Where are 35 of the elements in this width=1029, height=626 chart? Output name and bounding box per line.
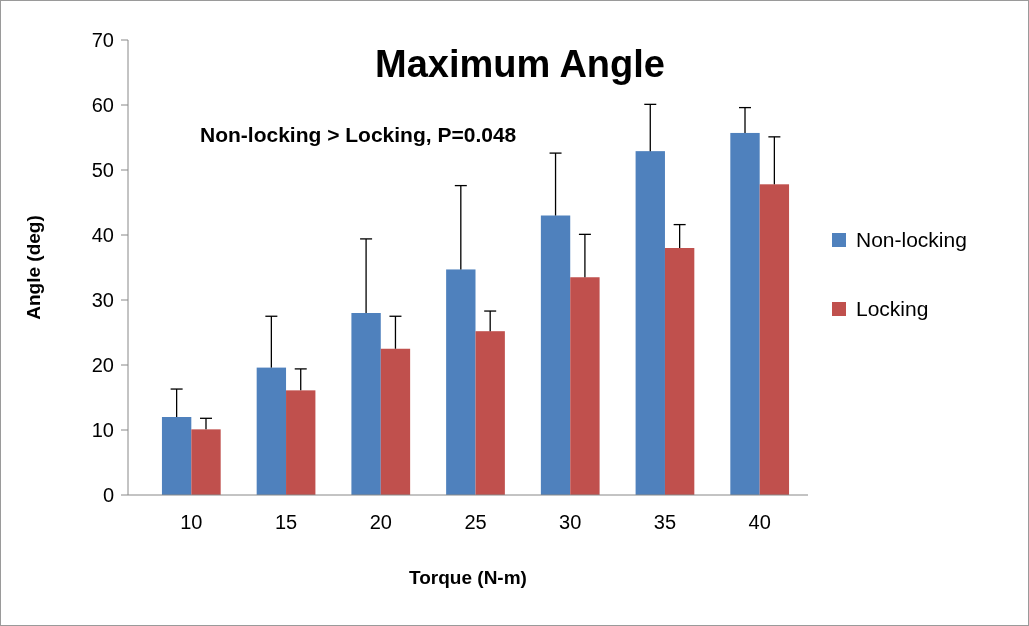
bar — [256, 367, 287, 495]
x-tick-label: 30 — [559, 511, 582, 533]
bar — [759, 184, 790, 495]
bar — [540, 215, 571, 495]
y-tick-label: 10 — [91, 419, 114, 441]
y-tick-label: 60 — [91, 94, 114, 116]
bar — [664, 248, 695, 495]
chart-title: Maximum Angle — [375, 43, 665, 85]
bar — [351, 313, 381, 495]
bar — [570, 277, 600, 495]
x-tick-label: 40 — [748, 511, 771, 533]
bar — [286, 390, 316, 495]
bar — [161, 417, 192, 495]
x-tick-label: 15 — [274, 511, 298, 533]
y-axis-title: Angle (deg) — [23, 215, 44, 320]
x-tick-label: 35 — [653, 511, 677, 533]
annotation: Non-locking > Locking, P=0.048 — [200, 123, 517, 146]
legend-label: Locking — [856, 297, 929, 321]
bar — [475, 331, 505, 495]
bar — [191, 429, 221, 495]
y-tick-label: 20 — [91, 354, 114, 376]
x-tick-label: 10 — [180, 511, 203, 533]
y-tick-label: 30 — [91, 289, 114, 311]
x-axis-title: Torque (N-m) — [409, 567, 527, 588]
bar — [635, 151, 665, 495]
y-tick-label: 40 — [91, 224, 114, 246]
bar — [446, 269, 476, 495]
legend-label: Non-locking — [856, 228, 967, 252]
bar — [380, 348, 411, 495]
y-tick-label: 70 — [91, 29, 114, 51]
x-tick-label: 20 — [369, 511, 392, 533]
y-tick-label: 50 — [91, 159, 114, 181]
bar — [730, 132, 760, 495]
y-tick-label: 0 — [102, 484, 114, 506]
x-tick-label: 25 — [464, 511, 487, 533]
